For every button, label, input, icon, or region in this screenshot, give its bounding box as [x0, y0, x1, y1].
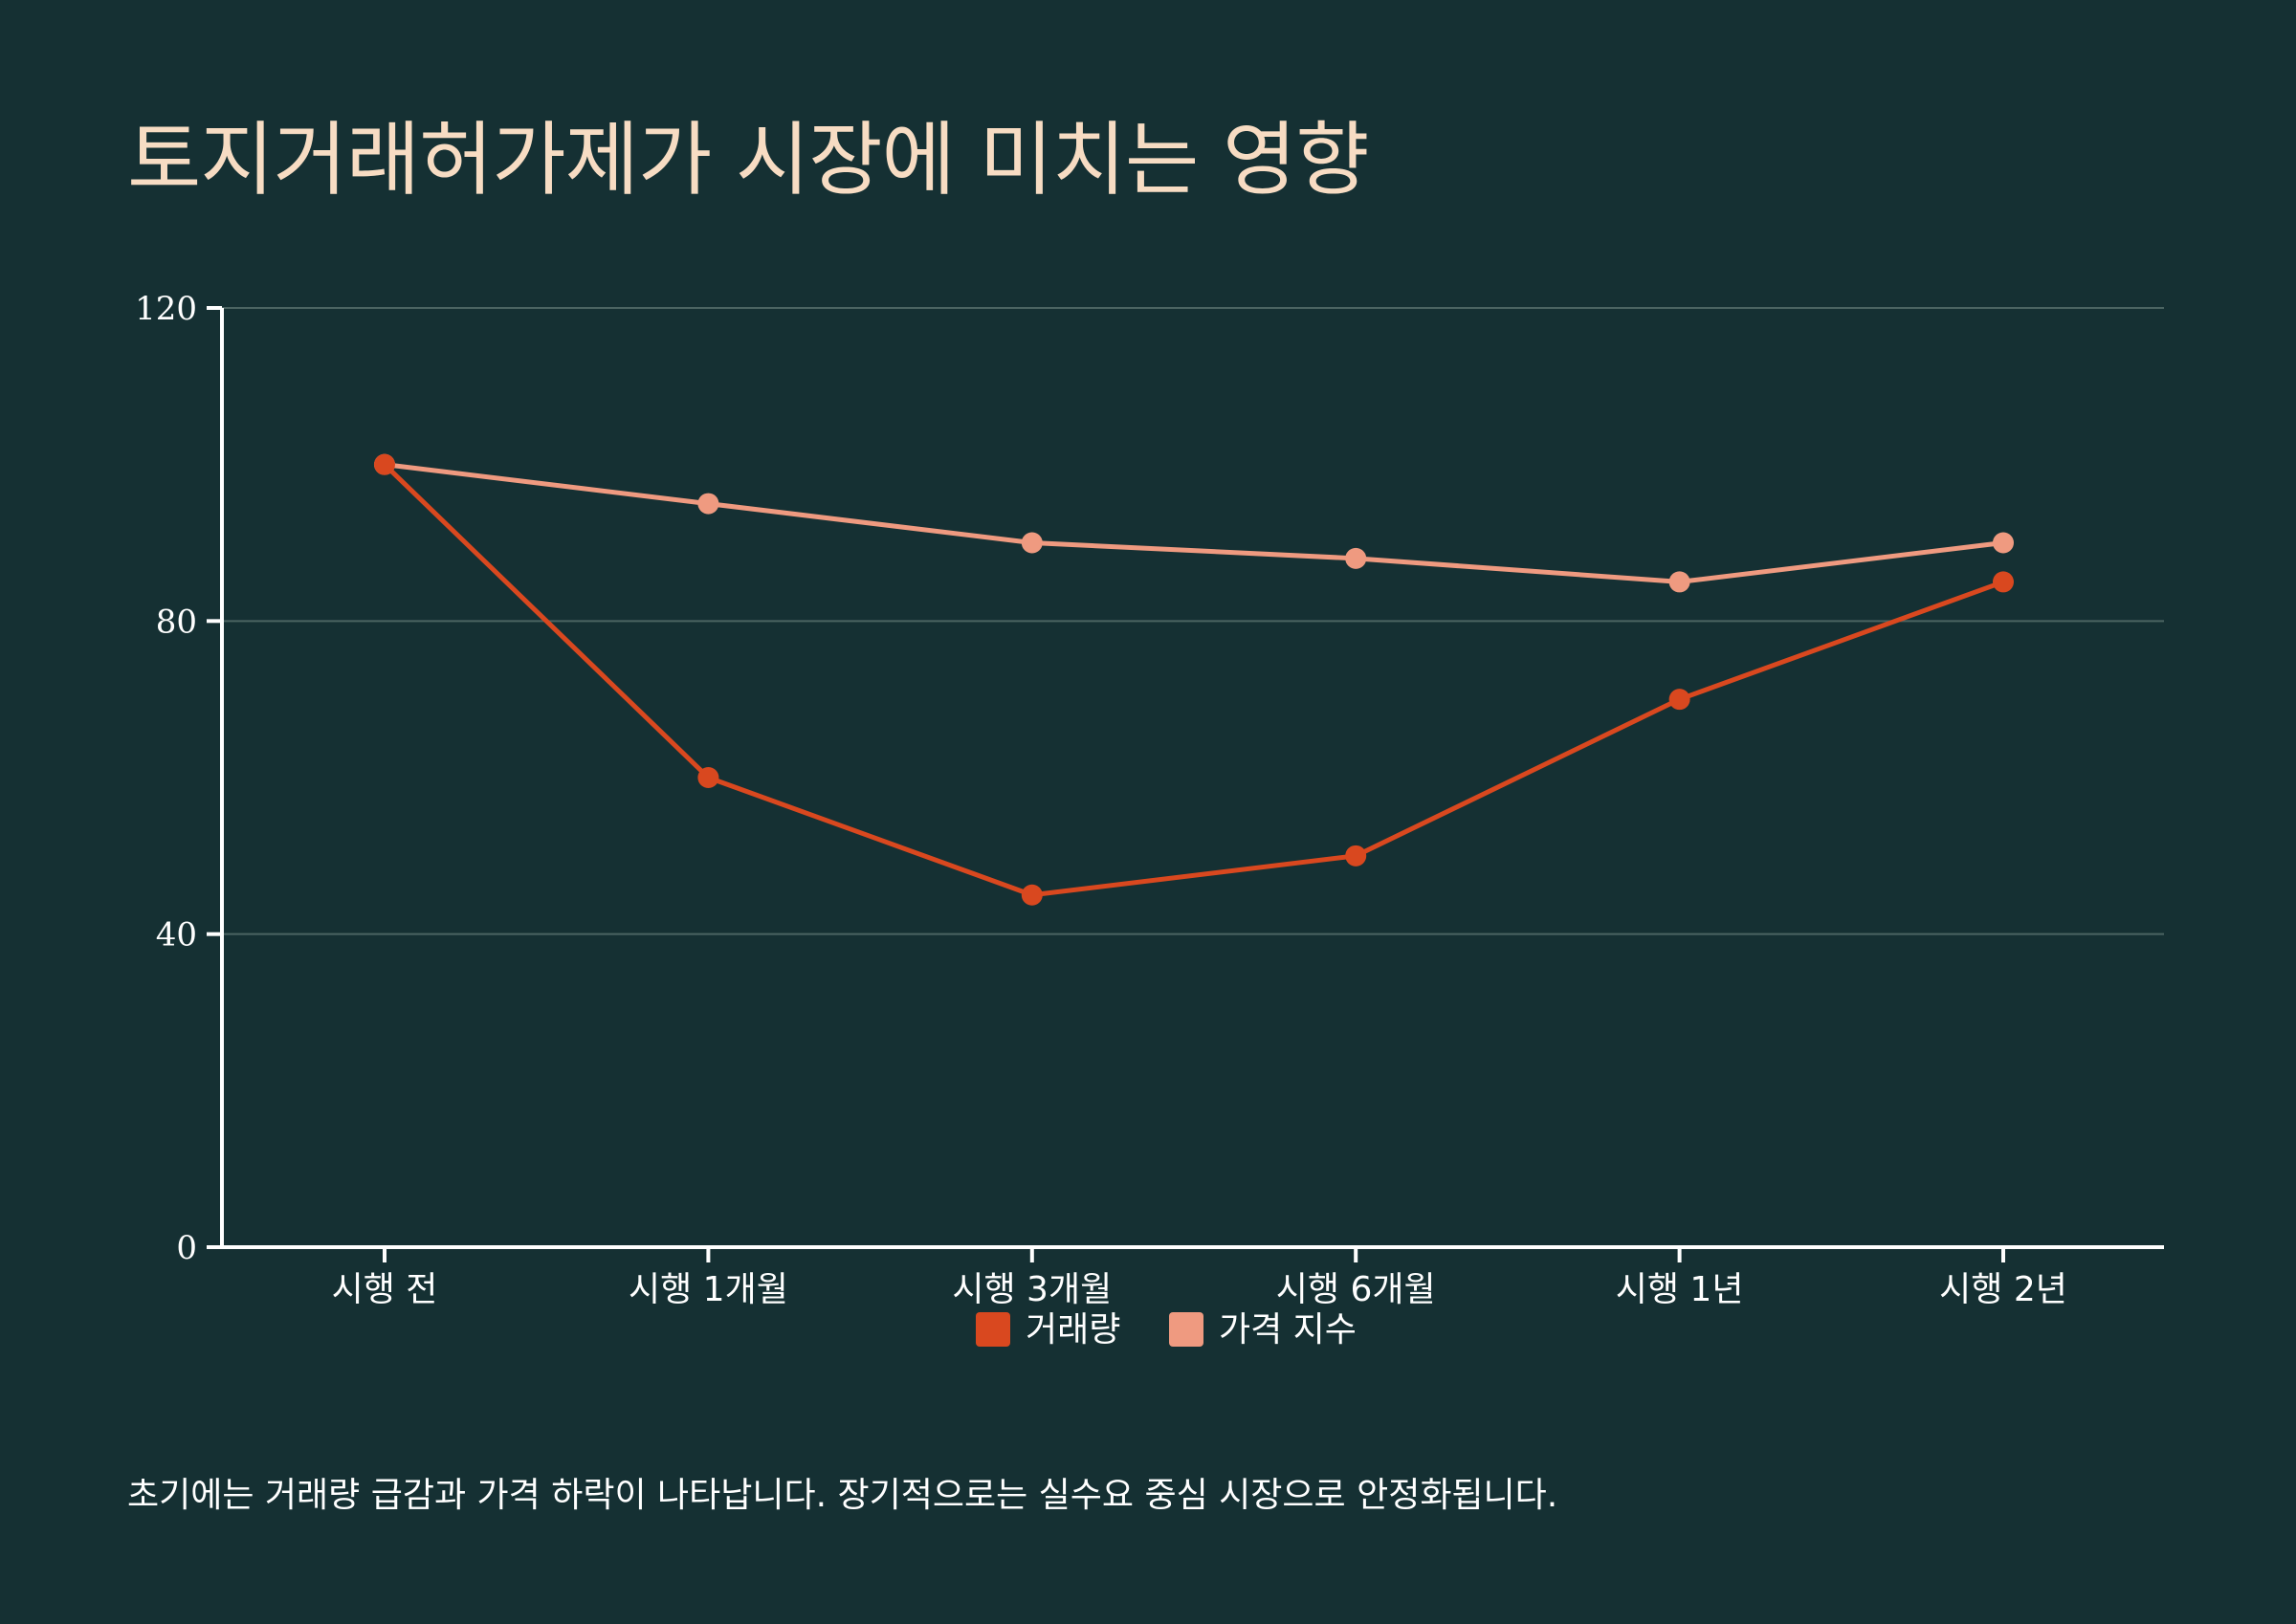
data-point	[697, 493, 719, 515]
chart-caption: 초기에는 거래량 급감과 가격 하락이 나타납니다. 장기적으로는 실수요 중심…	[127, 1476, 1558, 1515]
series-line	[384, 462, 2004, 584]
y-tick-label: 80	[156, 603, 197, 641]
data-point	[1021, 532, 1043, 554]
x-tick-label: 시행 1년	[1616, 1270, 1744, 1309]
chart-title: 토지거래허가제가 시장에 미치는 영향	[127, 113, 1370, 207]
data-point	[1668, 571, 1690, 593]
data-point	[1345, 845, 1367, 867]
data-point	[1993, 571, 2014, 593]
series-line	[383, 462, 2004, 898]
series-lines	[374, 453, 2014, 906]
y-tick-label: 40	[156, 916, 197, 955]
x-tick-label: 시행 1개월	[629, 1270, 788, 1309]
x-tick-label: 시행 6개월	[1276, 1270, 1436, 1309]
legend-swatch	[1169, 1312, 1203, 1347]
axes: 0 40 80 120 시행 전 시행 1개월 시행 3개월 시행 6개월 시행 1년 시행 2년	[135, 290, 2164, 1309]
data-point	[1345, 547, 1367, 569]
data-point	[1993, 532, 2014, 554]
x-tick-label: 시행 3개월	[952, 1270, 1112, 1309]
data-point	[1668, 689, 1690, 711]
y-tick-label: 0	[176, 1229, 197, 1267]
legend-label: 가격 지수	[1219, 1310, 1357, 1350]
legend-swatch	[976, 1312, 1010, 1347]
data-point	[1021, 884, 1043, 906]
x-tick-label: 시행 전	[332, 1270, 438, 1309]
grid-lines	[222, 307, 2164, 935]
x-tick-label: 시행 2년	[1939, 1270, 2067, 1309]
legend: 거래량 가격 지수	[976, 1310, 1357, 1350]
y-tick-label: 120	[135, 290, 197, 328]
legend-label: 거래량	[1026, 1310, 1120, 1350]
data-point	[374, 453, 395, 475]
data-point	[697, 767, 719, 788]
